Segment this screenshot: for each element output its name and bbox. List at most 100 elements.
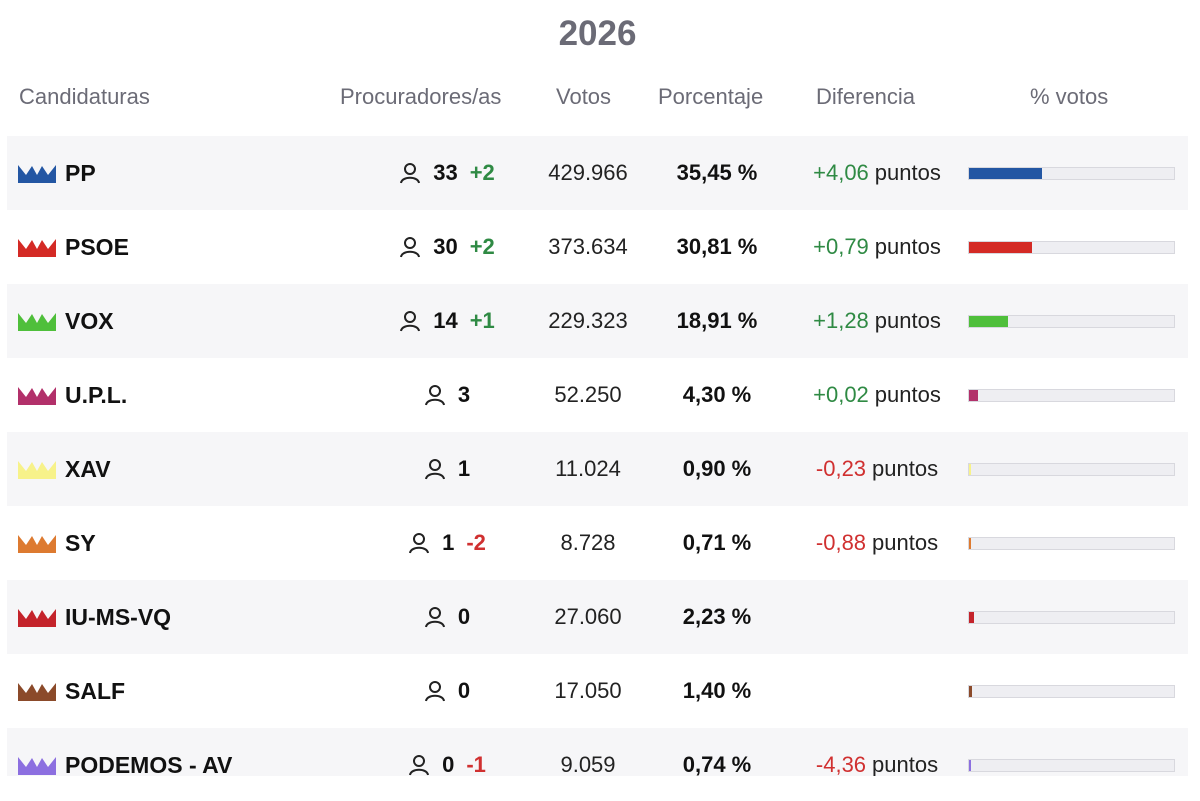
person-icon: [424, 607, 445, 628]
difference-value: +1,28: [813, 308, 869, 333]
seats-count: 0: [457, 604, 471, 629]
party-name-cell: IU-MS-VQ: [18, 580, 171, 654]
difference-unit: puntos: [874, 382, 941, 407]
vote-bar-fill: [969, 611, 974, 623]
person-icon: [400, 163, 421, 184]
table-row: XAV 1 11.024 0,90 % -0,23 puntos: [7, 432, 1188, 506]
difference-cell: [792, 580, 962, 654]
table-row: PSOE 30 +2 373.634 30,81 % +0,79 puntos: [7, 210, 1188, 284]
person-icon: [424, 681, 445, 702]
vote-bar-track: [968, 166, 1175, 180]
vote-bar-fill: [969, 537, 971, 549]
vote-bar-track: [968, 536, 1175, 550]
difference-cell: +4,06 puntos: [792, 136, 962, 210]
difference-cell: -0,23 puntos: [792, 432, 962, 506]
party-name: PP: [65, 159, 96, 186]
person-icon: [424, 459, 445, 480]
difference-cell: +1,28 puntos: [792, 284, 962, 358]
year-title: 2026: [558, 14, 637, 53]
header-pct-votos: % votos: [1030, 84, 1109, 109]
votes-cell: 229.323: [548, 308, 628, 333]
vote-bar-fill: [969, 315, 1008, 327]
vote-bar-fill: [969, 389, 978, 401]
crown-icon: [18, 535, 56, 553]
vote-bar-track: [968, 388, 1175, 402]
party-name: PSOE: [65, 233, 129, 260]
votes-cell: 373.634: [548, 234, 628, 259]
difference-cell: -0,88 puntos: [792, 506, 962, 580]
difference-value: +4,06: [813, 160, 869, 185]
difference-value: +0,79: [813, 234, 869, 259]
vote-bar-cell: [968, 728, 1175, 776]
difference-cell: -4,36 puntos: [792, 728, 962, 776]
votes-cell: 17.050: [554, 678, 622, 703]
vote-bar-cell: [968, 654, 1175, 728]
header-porcentaje: Porcentaje: [658, 84, 764, 109]
seats-cell: 1: [337, 432, 557, 506]
crown-icon: [18, 239, 56, 257]
seats-count: 0: [457, 678, 471, 703]
header-diferencia: Diferencia: [816, 84, 916, 109]
votes-cell: 9.059: [560, 752, 616, 776]
difference-unit: puntos: [872, 456, 939, 481]
difference-unit: puntos: [874, 308, 941, 333]
difference-unit: puntos: [872, 752, 939, 776]
header-votos: Votos: [556, 84, 612, 109]
difference-value: -4,36: [815, 752, 867, 776]
seats-count: 30: [433, 234, 458, 259]
table-row: PP 33 +2 429.966 35,45 % +4,06 puntos: [7, 136, 1188, 210]
votes-cell: 8.728: [560, 530, 616, 555]
seats-cell: 33 +2: [337, 136, 557, 210]
vote-bar-track: [968, 684, 1175, 698]
party-name: SY: [65, 529, 96, 556]
party-name-cell: XAV: [18, 432, 111, 506]
seats-count: 1: [457, 456, 471, 481]
seats-cell: 3: [337, 358, 557, 432]
difference-cell: +0,79 puntos: [792, 210, 962, 284]
vote-bar-cell: [968, 506, 1175, 580]
table-row: IU-MS-VQ 0 27.060 2,23 %: [7, 580, 1188, 654]
vote-bar-cell: [968, 580, 1175, 654]
table-row: PODEMOS - AV 0 -1 9.059 0,74 % -4,36 punt…: [7, 728, 1188, 776]
party-name: XAV: [65, 455, 111, 482]
vote-bar-fill: [969, 167, 1042, 179]
difference-value: +0,02: [813, 382, 869, 407]
difference-unit: puntos: [872, 530, 939, 555]
vote-bar-track: [968, 462, 1175, 476]
percentage-cell: 18,91 %: [676, 308, 758, 333]
difference-cell: [792, 654, 962, 728]
results-table: PP 33 +2 429.966 35,45 % +4,06 puntos PSO…: [7, 136, 1188, 776]
vote-bar-cell: [968, 358, 1175, 432]
percentage-cell: 0,71 %: [682, 530, 752, 555]
party-name-cell: U.P.L.: [18, 358, 127, 432]
crown-icon: [18, 461, 56, 479]
percentage-cell: 0,90 %: [682, 456, 752, 481]
party-name-cell: PP: [18, 136, 96, 210]
difference-value: -0,88: [815, 530, 867, 555]
party-name-cell: VOX: [18, 284, 114, 358]
seat-change: +2: [469, 160, 495, 185]
party-name: VOX: [65, 307, 114, 334]
seats-cell: 0: [337, 580, 557, 654]
person-icon: [400, 237, 421, 258]
difference-value: -0,23: [815, 456, 867, 481]
person-icon: [409, 533, 430, 554]
vote-bar-fill: [969, 685, 972, 697]
votes-cell: 52.250: [554, 382, 622, 407]
vote-bar-cell: [968, 210, 1175, 284]
party-name: SALF: [65, 677, 126, 704]
party-name: IU-MS-VQ: [65, 603, 172, 630]
vote-bar-fill: [969, 241, 1033, 253]
crown-icon: [18, 683, 56, 701]
difference-unit: puntos: [874, 160, 941, 185]
crown-icon: [18, 313, 56, 331]
votes-cell: 27.060: [554, 604, 622, 629]
seats-count: 33: [433, 160, 458, 185]
percentage-cell: 35,45 %: [676, 160, 758, 185]
percentage-cell: 2,23 %: [682, 604, 752, 629]
vote-bar-cell: [968, 284, 1175, 358]
seats-cell: 0 -1: [337, 728, 557, 776]
seat-change: +2: [469, 234, 495, 259]
votes-cell: 11.024: [555, 456, 621, 481]
difference-unit: puntos: [874, 234, 941, 259]
